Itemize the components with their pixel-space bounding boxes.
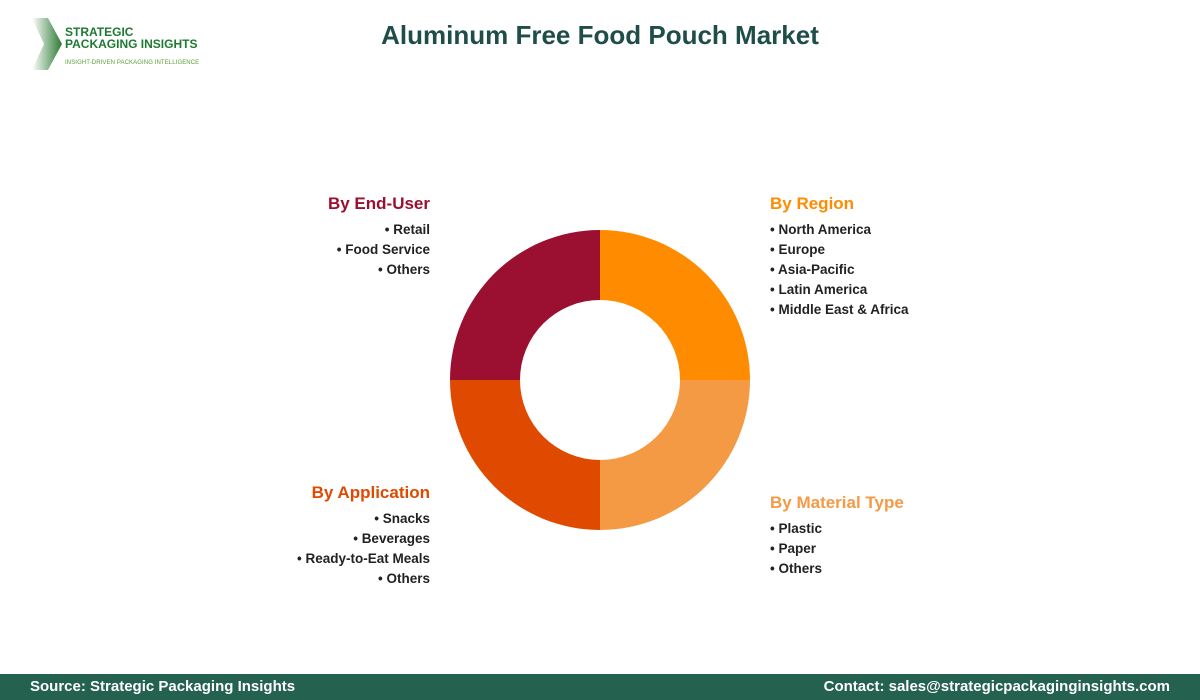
donut-slice [450, 230, 600, 380]
segment-item: Ready-to-Eat Meals [297, 551, 430, 571]
segment-item: Others [328, 262, 430, 282]
segment-title: By Region [770, 194, 855, 213]
donut-slice [600, 230, 750, 380]
segment-end-user: By End-User RetailFood ServiceOthers [328, 194, 430, 282]
segment-application: By Application SnacksBeveragesReady-to-E… [297, 483, 430, 591]
segment-item: Others [297, 571, 430, 591]
logo-chevron-icon [32, 18, 62, 70]
logo-name-1: STRATEGIC [65, 25, 134, 39]
logo-name-2: PACKAGING INSIGHTS [65, 37, 198, 51]
segment-item: Snacks [297, 511, 430, 531]
donut-slice [600, 380, 750, 530]
segment-item: North America [770, 222, 909, 242]
segment-item: Food Service [328, 242, 430, 262]
segment-title: By End-User [327, 194, 430, 213]
segment-item: Paper [770, 541, 904, 561]
donut-slice [450, 380, 600, 530]
segment-title: By Material Type [770, 493, 904, 512]
logo-tagline: INSIGHT-DRIVEN PACKAGING INTELLIGENCE [65, 60, 200, 66]
logo: STRATEGIC PACKAGING INSIGHTS INSIGHT-DRIV… [32, 18, 212, 74]
segment-title: By Application [311, 483, 430, 502]
segment-item: Beverages [297, 531, 430, 551]
segment-item: Middle East & Africa [770, 302, 908, 322]
segment-material-type: By Material Type PlasticPaperOthers [770, 493, 904, 581]
segment-item: Latin America [770, 282, 909, 302]
segment-item: Asia-Pacific [770, 262, 909, 282]
source-text: Source: Strategic Packaging Insights [30, 678, 296, 695]
segment-item: Retail [328, 222, 430, 242]
segment-item: Europe [770, 242, 909, 262]
segment-item: Others [770, 561, 904, 581]
segment-region: By Region North AmericaEuropeAsia-Pacifi… [770, 194, 909, 322]
contact-text: Contact: sales@strategicpackaginginsight… [823, 678, 1170, 695]
segment-item: Plastic [770, 521, 904, 541]
page-title: Aluminum Free Food Pouch Market [381, 20, 819, 50]
footer: Source: Strategic Packaging Insights Con… [0, 674, 1200, 700]
